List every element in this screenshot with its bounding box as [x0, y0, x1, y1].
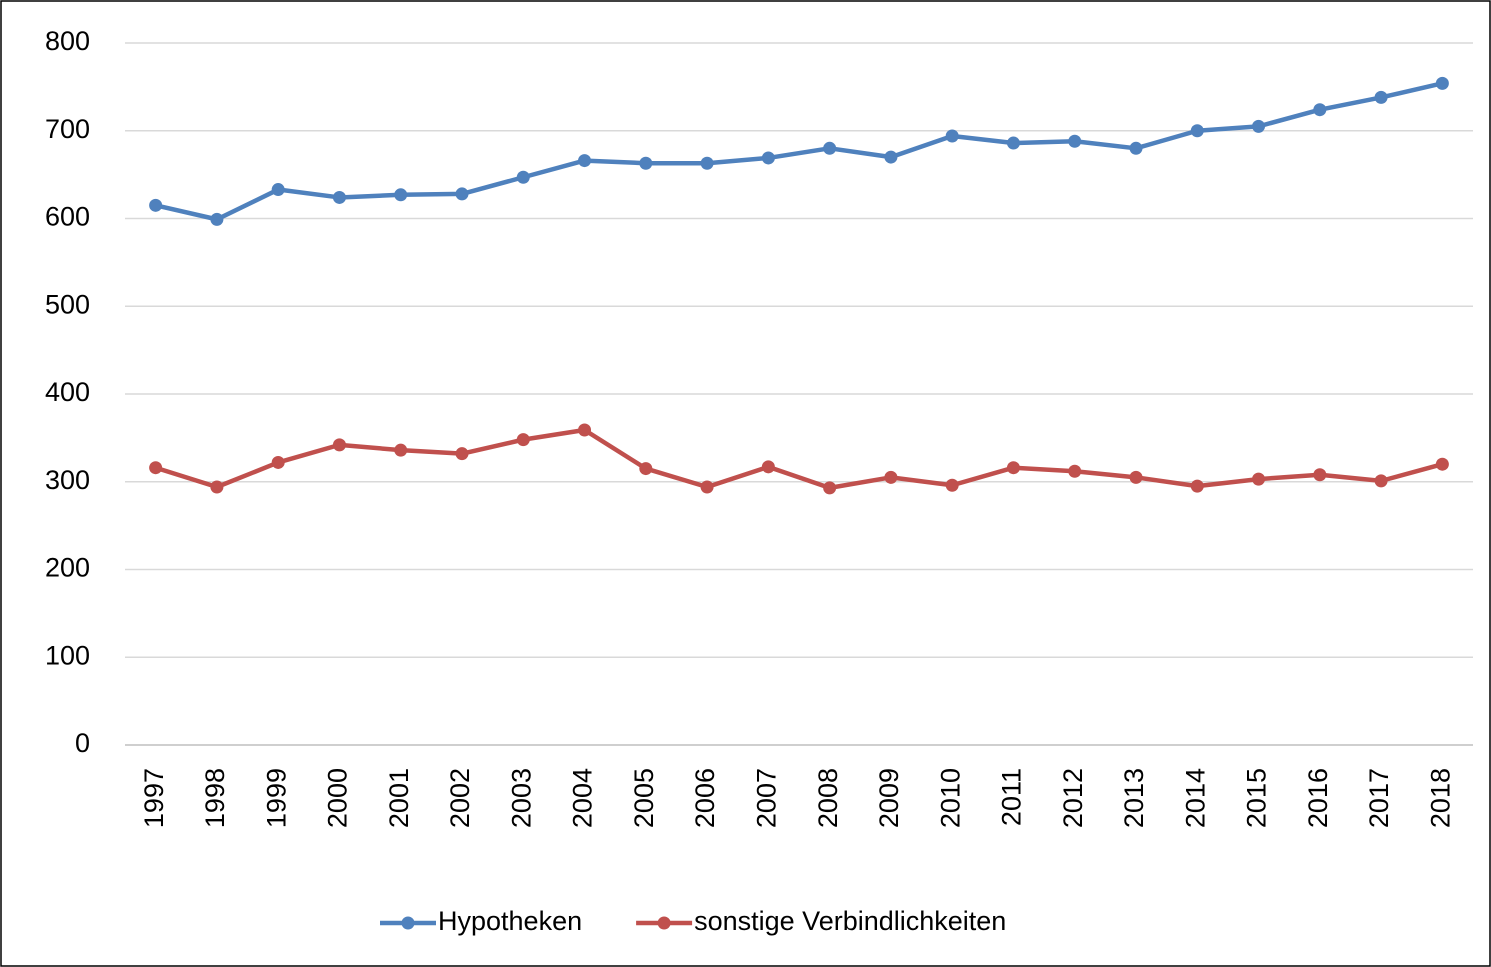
x-tick-label: 2006	[690, 768, 720, 828]
data-point	[149, 198, 163, 212]
data-point	[455, 447, 469, 461]
data-point	[394, 188, 408, 202]
x-tick-label: 2000	[323, 768, 353, 828]
data-point	[1129, 141, 1143, 155]
x-tick-label: 2013	[1119, 768, 1149, 828]
data-point	[1252, 472, 1266, 486]
x-tick-label: 2010	[935, 768, 965, 828]
data-point	[761, 460, 775, 474]
data-point	[700, 480, 714, 494]
data-point	[823, 481, 837, 495]
y-tick-label: 300	[45, 465, 90, 495]
data-point	[1435, 457, 1449, 471]
data-point	[210, 480, 224, 494]
y-tick-label: 100	[45, 640, 90, 670]
data-point	[271, 183, 285, 197]
data-point	[455, 187, 469, 201]
data-point	[1006, 136, 1020, 150]
x-tick-label: 1999	[261, 768, 291, 828]
data-point	[945, 478, 959, 492]
data-point	[394, 443, 408, 457]
series-line	[154, 427, 1443, 491]
x-tick-label: 2003	[506, 768, 536, 828]
data-point	[271, 455, 285, 469]
x-tick-label: 2015	[1242, 768, 1272, 828]
x-tick-label: 2014	[1180, 768, 1210, 828]
data-point	[1068, 464, 1082, 478]
data-point	[1006, 461, 1020, 475]
x-tick-label: 2005	[629, 768, 659, 828]
y-tick-label: 200	[45, 553, 90, 583]
series-line	[155, 81, 1443, 222]
y-tick-label: 800	[45, 26, 90, 56]
data-point	[1190, 479, 1204, 493]
x-tick-label: 2017	[1364, 768, 1394, 828]
data-point	[1068, 134, 1082, 148]
y-tick-label: 700	[45, 114, 90, 144]
data-point	[1313, 468, 1327, 482]
data-point	[1374, 474, 1388, 488]
x-tick-label: 1997	[139, 768, 169, 828]
x-tick-label: 2002	[445, 768, 475, 828]
data-point	[516, 170, 530, 184]
data-point	[639, 156, 653, 170]
x-tick-label: 2009	[874, 768, 904, 828]
data-point	[945, 129, 959, 143]
x-tick-label: 1998	[200, 768, 230, 828]
data-point	[516, 433, 530, 447]
data-point	[332, 438, 346, 452]
x-tick-label: 2008	[813, 768, 843, 828]
y-tick-label: 400	[45, 377, 90, 407]
data-point	[884, 150, 898, 164]
data-point	[1313, 103, 1327, 117]
x-tick-label: 2004	[568, 768, 598, 828]
data-point	[1252, 119, 1266, 133]
data-point	[1374, 90, 1388, 104]
legend-label: Hypotheken	[438, 906, 582, 936]
data-point	[578, 154, 592, 168]
data-point	[1129, 470, 1143, 484]
x-tick-label: 2007	[751, 768, 781, 828]
data-point	[761, 151, 775, 165]
data-point	[210, 212, 224, 226]
data-point	[332, 190, 346, 204]
legend-label: sonstige Verbindlichkeiten	[694, 906, 1006, 936]
data-point	[823, 141, 837, 155]
x-tick-label: 2018	[1425, 768, 1455, 828]
legend-marker	[401, 916, 415, 930]
x-tick-label: 2016	[1303, 768, 1333, 828]
data-point	[639, 462, 653, 476]
legend-marker	[657, 916, 671, 930]
y-tick-label: 0	[75, 728, 90, 758]
y-tick-label: 500	[45, 289, 90, 319]
data-point	[1190, 124, 1204, 138]
data-point	[1435, 76, 1449, 90]
x-tick-label: 2011	[997, 768, 1027, 826]
data-point	[700, 156, 714, 170]
data-point	[578, 423, 592, 437]
data-point	[884, 470, 898, 484]
x-tick-label: 2012	[1058, 768, 1088, 828]
x-tick-label: 2001	[384, 768, 414, 828]
data-point	[149, 461, 163, 475]
y-tick-label: 600	[45, 202, 90, 232]
